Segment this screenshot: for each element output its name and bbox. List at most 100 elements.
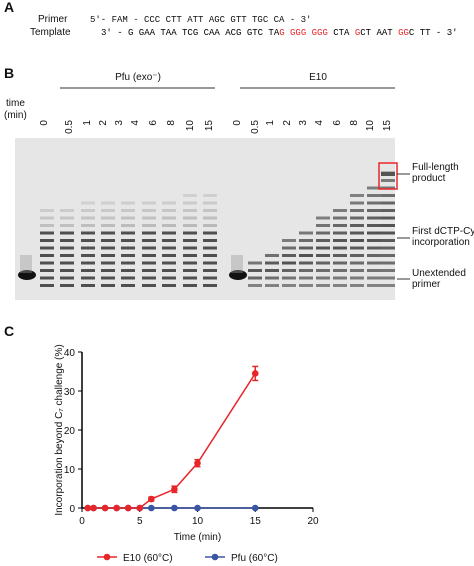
lane-label: 1 [82,120,93,126]
gel-band [203,201,217,205]
y-tick-label: 20 [64,426,76,437]
gel-band [203,246,217,250]
gel-band [162,201,176,205]
gel-band [316,246,330,250]
legend-label: Pfu (60°C) [231,553,278,564]
sequence-segment: G [355,28,360,38]
gel-band [60,246,74,250]
gel-band [81,216,95,220]
gel-band [81,231,95,235]
gel-band [367,186,381,190]
gel-band [101,261,115,265]
group-label: E10 [309,72,327,83]
gel-band [203,209,217,212]
gel-band [40,284,54,287]
gel-band [183,269,197,272]
gel-band [40,231,54,235]
x-tick-label: 5 [137,516,143,527]
sequence-segment: C TT - 3′ [409,28,458,38]
template-sequence: 3′ - G GAA TAA TCG CAA ACG GTC TAG GGG G… [101,28,458,38]
x-axis-label: Time (min) [174,532,221,543]
gel-band [40,209,54,212]
gel-band [60,284,74,287]
gel-band [367,216,381,220]
gel-band [350,276,364,280]
gel-band [367,194,381,197]
gel-band [60,276,74,280]
gel-band [265,261,279,265]
gel-band [121,246,135,250]
data-point [136,504,144,512]
gel-band [183,201,197,205]
gel-band [350,209,364,212]
gel-band [381,172,395,176]
gel-band [162,276,176,280]
gel-band [367,246,381,250]
data-point [251,370,259,377]
panel-label: A [4,0,14,15]
gel-band [350,201,364,205]
gel-band [282,254,296,257]
gel-band [183,224,197,227]
gel-band [381,254,395,257]
gel-band [40,254,54,257]
gel-band [367,284,381,287]
gel-band [142,261,156,265]
gel-band [121,261,135,265]
gel-band [333,246,347,250]
gel-band [381,216,395,220]
gel-band [367,269,381,272]
gel-band [101,239,115,242]
gel-band [265,276,279,280]
gel-band [333,269,347,272]
data-point [124,504,132,512]
y-axis-label: Incorporation beyond C₇ challenge (%) [54,344,65,515]
series-line [87,373,256,509]
gel-band [381,246,395,250]
gel-band [40,216,54,220]
gel-band [381,194,395,197]
x-tick-label: 0 [79,516,85,527]
gel-band [350,224,364,227]
gel-band [183,239,197,242]
data-point [194,504,201,512]
gel-band [350,246,364,250]
lane-label: 2 [282,120,293,126]
lane-label: 8 [349,120,360,126]
gel-band [381,201,395,205]
lane-label: 1 [265,120,276,126]
gel-band [316,224,330,227]
gel-band [229,270,247,280]
gel-band [81,261,95,265]
gel-band [121,209,135,212]
gel-band [183,246,197,250]
gel-band [381,231,395,235]
gel-band [162,216,176,220]
sequence-segment: 3′ - G GAA TAA TCG CAA ACG GTC TA [101,28,280,38]
template-label: Template [30,27,71,38]
lane-label: 3 [114,120,125,126]
gel-band [299,246,313,250]
gel-band [350,194,364,197]
gel-band [203,239,217,242]
gel-band [316,239,330,242]
gel-band [333,231,347,235]
gel-band [381,261,395,265]
gel-band [381,269,395,272]
time-label: (min) [4,110,27,121]
gel-band [101,216,115,220]
gel-band [367,254,381,257]
gel-band [101,201,115,205]
gel-band [60,269,74,272]
gel-band [350,239,364,242]
gel-band [183,194,197,197]
primer-sequence: 5′- FAM - CCC CTT ATT AGC GTT TGC CA - 3… [90,15,311,25]
gel-band [162,209,176,212]
gel-band [142,224,156,227]
gel-smear [20,255,32,273]
panel-label: C [4,323,14,339]
gel-band [248,276,262,280]
gel-band [381,239,395,242]
gel-band [203,194,217,197]
gel-annotation: primer [412,279,441,290]
